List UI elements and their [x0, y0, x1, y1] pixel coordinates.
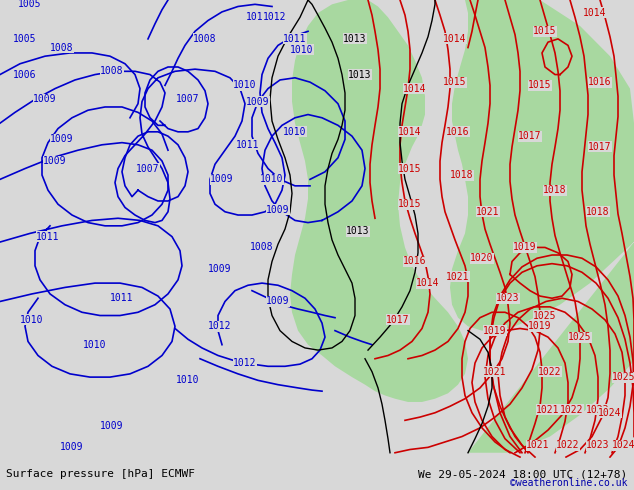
Text: 1021: 1021 [536, 405, 560, 415]
Text: 1010: 1010 [290, 45, 314, 55]
Text: We 29-05-2024 18:00 UTC (12+78): We 29-05-2024 18:00 UTC (12+78) [418, 469, 628, 479]
Text: 1015: 1015 [443, 77, 467, 87]
Text: 1007: 1007 [136, 164, 160, 173]
Text: 1008: 1008 [100, 66, 124, 76]
Text: 1022: 1022 [538, 367, 562, 377]
Text: 1018: 1018 [450, 170, 474, 180]
Text: 1009: 1009 [33, 95, 57, 104]
Polygon shape [0, 0, 634, 453]
Text: 1019: 1019 [483, 326, 507, 336]
Text: Surface pressure [hPa] ECMWF: Surface pressure [hPa] ECMWF [6, 469, 195, 479]
Text: 1014: 1014 [443, 34, 467, 44]
Text: 1010: 1010 [83, 340, 107, 350]
Text: 1012: 1012 [208, 321, 232, 331]
Text: 1012: 1012 [233, 358, 257, 368]
Text: 1008: 1008 [250, 243, 274, 252]
Text: 1014: 1014 [398, 127, 422, 137]
Text: 1009: 1009 [246, 97, 269, 106]
Text: 1009: 1009 [100, 421, 124, 431]
Text: 1012: 1012 [263, 12, 287, 22]
Text: 1009: 1009 [210, 174, 234, 184]
Text: 1016: 1016 [588, 77, 612, 87]
Text: 1021: 1021 [446, 271, 470, 282]
Text: 1010: 1010 [283, 127, 307, 137]
Text: 1005: 1005 [18, 0, 42, 9]
Text: 1023: 1023 [586, 440, 610, 450]
Text: 1014: 1014 [403, 84, 427, 94]
Text: 1011: 1011 [110, 293, 134, 303]
Text: 1015: 1015 [533, 26, 557, 36]
Polygon shape [450, 0, 634, 453]
Text: 1025: 1025 [568, 332, 592, 342]
Text: 1014: 1014 [417, 278, 440, 288]
Text: 1019: 1019 [528, 321, 552, 331]
Text: 1007: 1007 [176, 95, 200, 104]
Text: 1023: 1023 [496, 293, 520, 303]
Text: 1011: 1011 [283, 34, 307, 44]
Text: 1013: 1013 [343, 34, 366, 44]
Text: 1012: 1012 [246, 12, 269, 22]
Text: 1015: 1015 [398, 199, 422, 209]
Text: 1011: 1011 [36, 232, 60, 242]
Text: 1010: 1010 [233, 80, 257, 90]
Text: 1009: 1009 [50, 134, 74, 145]
Text: 1018: 1018 [586, 207, 610, 217]
Text: 1006: 1006 [13, 70, 37, 79]
Text: 1025: 1025 [612, 372, 634, 382]
Text: 1020: 1020 [470, 253, 494, 263]
Text: 1019: 1019 [514, 243, 537, 252]
Text: 1017: 1017 [386, 315, 410, 325]
Text: 1008: 1008 [193, 34, 217, 44]
Text: 1021: 1021 [476, 207, 500, 217]
Text: 1022: 1022 [556, 440, 579, 450]
Text: 1011: 1011 [236, 140, 260, 150]
Text: 1024: 1024 [598, 408, 622, 418]
Text: 1017: 1017 [588, 142, 612, 152]
Text: 1009: 1009 [208, 264, 232, 274]
Text: 1013: 1013 [348, 70, 372, 79]
Text: 1016: 1016 [403, 256, 427, 267]
Text: 1009: 1009 [60, 442, 84, 452]
Text: 1018: 1018 [543, 185, 567, 195]
Text: 1021: 1021 [526, 440, 550, 450]
Text: 1016: 1016 [446, 127, 470, 137]
Text: 1014: 1014 [583, 8, 607, 18]
Text: ©weatheronline.co.uk: ©weatheronline.co.uk [510, 478, 628, 489]
Text: 1015: 1015 [528, 80, 552, 90]
Text: 1013: 1013 [346, 226, 370, 236]
Text: 1025: 1025 [533, 311, 557, 320]
Text: 1021: 1021 [483, 367, 507, 377]
Text: 1022: 1022 [560, 405, 584, 415]
Text: 1024: 1024 [612, 440, 634, 450]
Text: 1010: 1010 [176, 375, 200, 385]
Text: 1008: 1008 [50, 43, 74, 52]
Text: 1010: 1010 [260, 174, 284, 184]
Text: 1005: 1005 [13, 34, 37, 44]
Text: 1015: 1015 [398, 164, 422, 173]
Text: 1009: 1009 [266, 296, 290, 306]
Text: 1009: 1009 [266, 205, 290, 215]
Polygon shape [290, 0, 468, 402]
Text: 1009: 1009 [43, 156, 67, 166]
Text: 1010: 1010 [20, 315, 44, 325]
Text: 1023: 1023 [586, 405, 610, 415]
Text: 1017: 1017 [518, 131, 541, 141]
